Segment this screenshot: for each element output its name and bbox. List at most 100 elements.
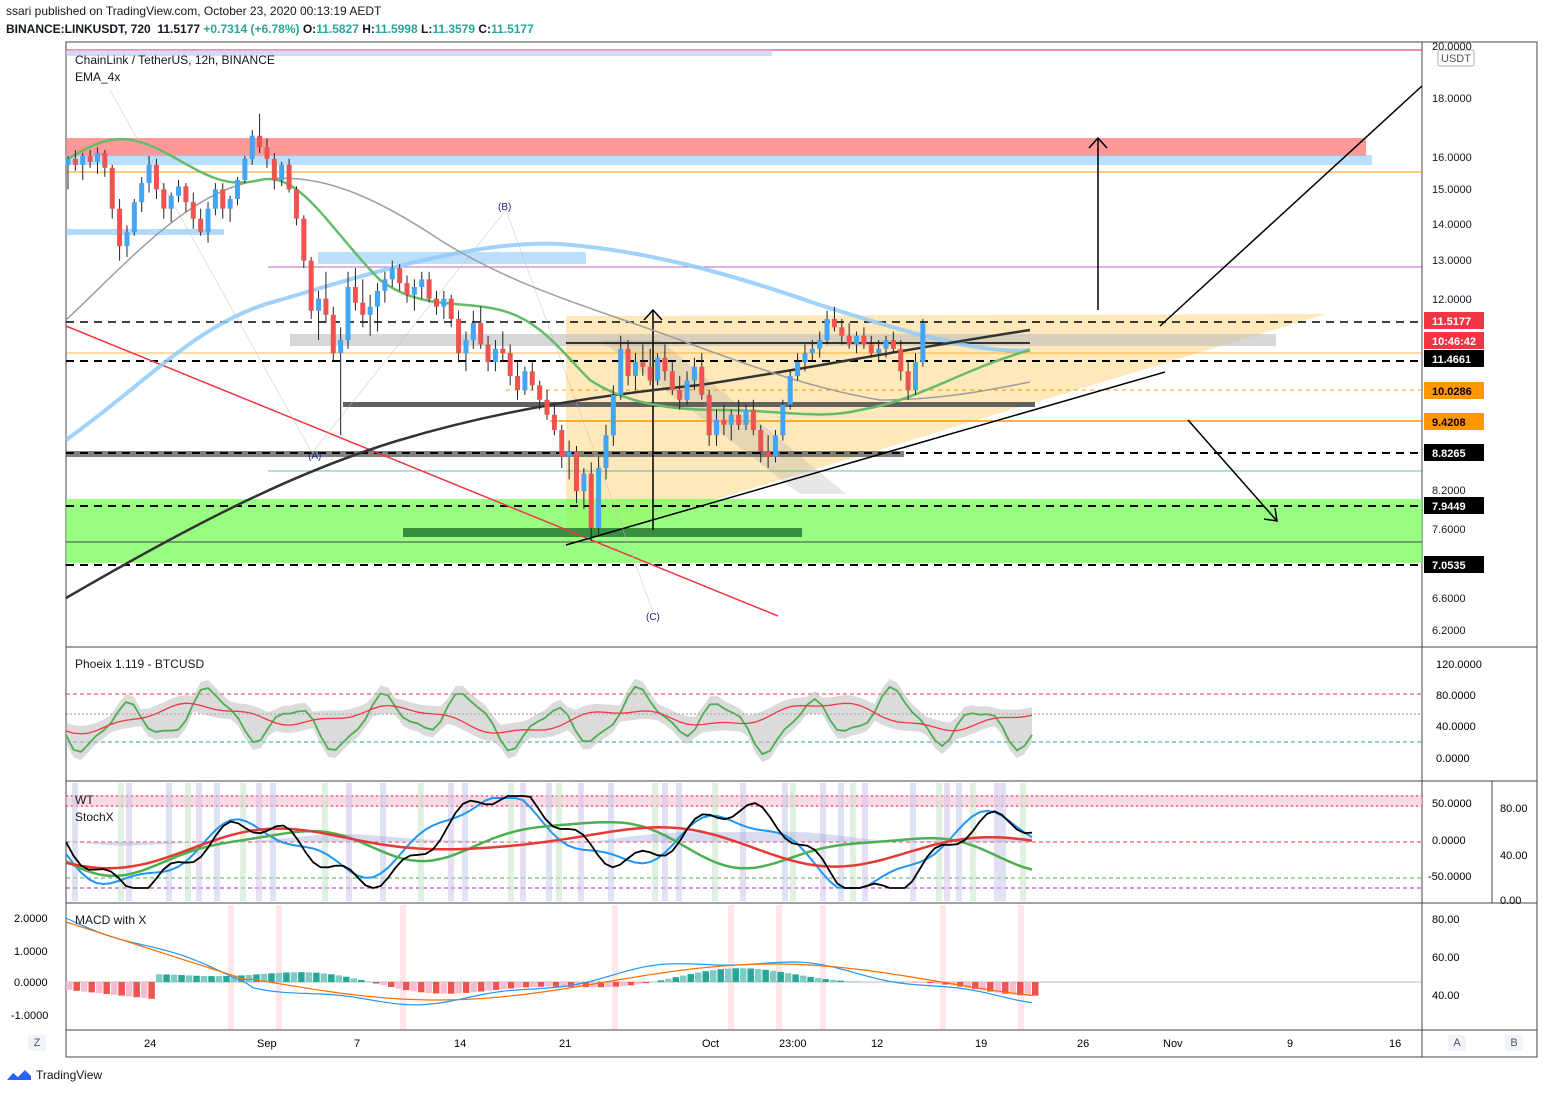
time-tick: 19 [975,1038,987,1050]
auto-scale-button[interactable]: A [1448,1035,1466,1051]
wt-signal-band [520,783,526,901]
candle-up [94,152,100,162]
red-downtrend-line [65,325,779,617]
macd-bar [477,982,485,992]
macd-bar [380,982,387,986]
price-tick: 13.0000 [1432,255,1472,267]
macd-bar [972,982,979,990]
phoeix-pane[interactable]: Phoeix 1.119 - BTCUSD 120.0000 80.0000 4… [65,657,1482,765]
close-value: 11.5177 [491,22,534,36]
price-tag-bg [1424,444,1484,461]
macd-bar [582,982,590,988]
publisher-line: ssari published on TradingView.com, Octo… [6,4,382,18]
macd-bar [1024,982,1031,996]
macd-bar [710,970,717,982]
macd-bar [522,982,530,988]
macd-bar [792,974,799,982]
price-tag-bg [1424,556,1484,573]
wave-label-b: (B) [498,202,511,213]
wt-signal-band [850,783,856,901]
macd-bar [530,982,537,987]
phoeix-red-line [65,702,1033,735]
time-tick: 21 [559,1038,571,1050]
macd-bar [1017,982,1024,996]
candle-up [684,380,690,400]
time-tick: Oct [702,1038,719,1050]
candle-up [176,186,182,196]
macd-pane[interactable]: MACD with X 2.0000 1.0000 0.0000 -1.0000… [11,905,1460,1029]
wt-signal-band [196,783,202,901]
candle-up [367,306,373,315]
candle-down [72,158,78,165]
candle-down [404,283,410,295]
candle-down [360,302,366,315]
candle-up [249,135,255,159]
phoeix-area [66,678,1032,763]
price-tag-bg [1424,332,1484,349]
price-tick: 15.0000 [1432,184,1472,196]
drawings-layer [65,49,1423,617]
macd-bar [957,982,964,987]
price-tag-label: 7.9449 [1432,501,1466,513]
macd-bar [500,982,507,990]
macd-bar [695,972,702,982]
high-label: H: [362,22,375,36]
macd-bar [88,982,95,993]
macd-bar [702,971,709,982]
price-tag-bg [1424,497,1484,514]
candle-up [610,394,616,436]
candle-up [743,409,749,425]
candle-down [153,164,159,190]
macd-bar [200,975,208,982]
symbol-line: BINANCE:LINKUSDT, 720 11.5177 +0.7314 (+… [6,22,534,36]
macd-signal-band [400,905,406,1029]
time-tick: 23:00 [779,1038,807,1050]
wt-signal-band [118,783,124,901]
macd-bar [425,982,432,994]
macd-bar [470,982,477,993]
candle-down [257,135,263,148]
price-tick: 16.0000 [1432,152,1472,164]
macd-signal-band [820,905,826,1029]
macd-bar [103,982,110,994]
candle-down [271,158,277,181]
candle-up [227,198,233,209]
target-arrowhead-down [1263,507,1278,522]
low-value: 11.3579 [432,22,476,36]
macd-bar [672,977,680,982]
wt-pane[interactable]: WT StochX 50.0000 0.0000 -50.0000 80.00 … [65,783,1528,907]
b-button[interactable]: B [1505,1035,1523,1051]
measure-arrowhead [643,308,663,321]
wt-signal-band [662,783,668,901]
time-tick: 16 [1389,1038,1401,1050]
price-tick: 12.0000 [1432,294,1472,306]
candle-up [522,371,528,391]
candle-down [308,260,314,311]
time-tick: 14 [454,1038,466,1050]
candle-down [846,335,852,345]
macd-bar [343,976,350,982]
last-price: 11.5177 [157,22,201,36]
wt-signal-band [838,783,844,901]
phoeix-axis-tick: 0.0000 [1436,753,1470,765]
macd-bar [373,982,380,984]
candle-up [124,232,130,247]
price-axis[interactable]: USDT 20.0000 18.0000 16.0000 15.0000 14.… [1432,41,1475,637]
candle-down [161,189,167,209]
wt-axis-tick: 0.0000 [1432,835,1466,847]
close-label: C: [478,22,492,36]
candle-down [515,375,521,391]
stoch-axis-tick: 0.00 [1500,895,1521,907]
candle-up [655,357,661,381]
macd-bar [687,973,695,982]
time-axis[interactable]: 24 Sep 7 14 21 28 Oct 23:00 12 19 26 Nov… [144,1038,1401,1050]
wt-signal-band [608,783,614,901]
brand-name: TradingView [36,1068,103,1082]
zoom-button[interactable]: Z [28,1035,46,1051]
candle-up [242,158,248,181]
candle-down [861,335,867,345]
macd-bar [987,982,994,992]
macd-bar [769,970,777,982]
price-tag-label: 11.4661 [1432,354,1471,366]
